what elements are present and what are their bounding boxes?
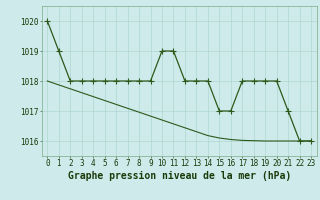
X-axis label: Graphe pression niveau de la mer (hPa): Graphe pression niveau de la mer (hPa) xyxy=(68,171,291,181)
